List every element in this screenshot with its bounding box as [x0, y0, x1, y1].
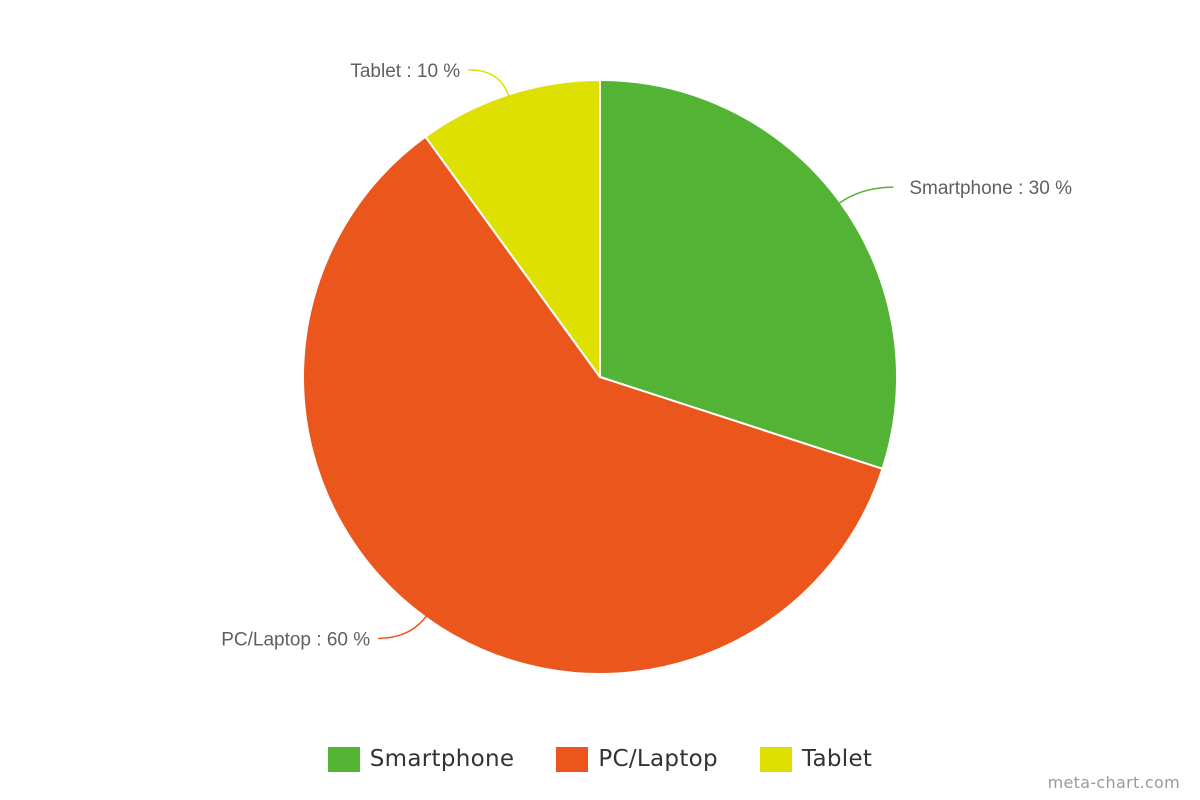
leader-line-smartphone: [838, 186, 894, 205]
leader-line-tablet: [468, 69, 510, 97]
legend-swatch-pc-laptop: [556, 746, 589, 772]
legend-item-tablet[interactable]: Tablet: [759, 746, 873, 772]
legend-item-pc-laptop[interactable]: PC/Laptop: [556, 746, 718, 772]
data-label-pc-laptop: PC/Laptop : 60 %: [221, 629, 370, 650]
leader-line-pc-laptop: [378, 615, 428, 640]
legend-label-pc-laptop: PC/Laptop: [598, 746, 718, 772]
data-label-smartphone: Smartphone : 30 %: [909, 178, 1072, 199]
pie-slices: [302, 79, 898, 675]
legend: Smartphone PC/Laptop Tablet: [0, 746, 1200, 772]
pie-data-labels: Smartphone : 30 % PC/Laptop : 60 % Tablet …: [221, 61, 1072, 651]
watermark: meta-chart.com: [1047, 773, 1180, 792]
legend-swatch-smartphone: [327, 746, 360, 772]
legend-label-smartphone: Smartphone: [369, 746, 515, 772]
legend-item-smartphone[interactable]: Smartphone: [327, 746, 515, 772]
legend-label-tablet: Tablet: [801, 746, 873, 772]
legend-swatch-tablet: [759, 746, 792, 772]
data-label-tablet: Tablet : 10 %: [350, 61, 460, 82]
